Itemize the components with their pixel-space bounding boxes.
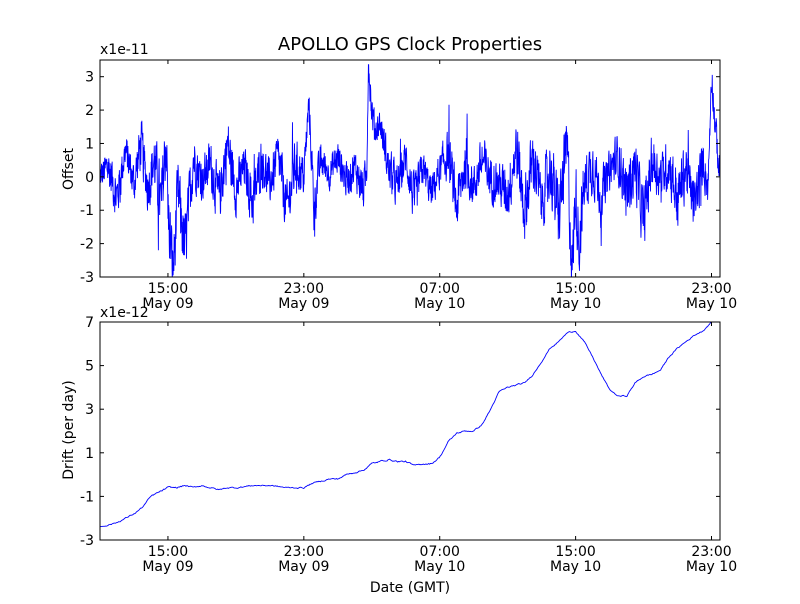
bottom-x-tick-date-label: May 10 bbox=[550, 559, 601, 575]
bottom-series-line bbox=[100, 322, 714, 528]
top-x-tick-date-label: May 09 bbox=[278, 296, 329, 312]
top-x-tick-time-label: 15:00 bbox=[555, 281, 595, 297]
bottom-x-tick-time-label: 15:00 bbox=[148, 544, 188, 560]
bottom-plot-frame bbox=[99, 321, 721, 541]
bottom-x-tick-time-label: 23:00 bbox=[691, 544, 731, 560]
top-plot-frame bbox=[99, 59, 721, 278]
top-scale-label: x1e-11 bbox=[100, 42, 149, 58]
top-y-tick-label: -2 bbox=[80, 237, 94, 253]
top-y-tick-label: -3 bbox=[80, 270, 94, 286]
bottom-x-tick-date-label: May 09 bbox=[142, 559, 193, 575]
bottom-y-axis-label: Drift (per day) bbox=[61, 380, 77, 479]
top-y-tick-label: -1 bbox=[80, 203, 94, 219]
top-x-tick-date-label: May 10 bbox=[550, 296, 601, 312]
top-x-tick-date-label: May 10 bbox=[414, 296, 465, 312]
bottom-x-tick-time-label: 15:00 bbox=[555, 544, 595, 560]
top-y-tick-label: 1 bbox=[85, 136, 94, 152]
bottom-x-tick-date-label: May 09 bbox=[278, 559, 329, 575]
top-y-tick-label: 0 bbox=[85, 170, 94, 186]
bottom-y-tick-label: -1 bbox=[80, 489, 94, 505]
top-x-tick-date-label: May 09 bbox=[142, 296, 193, 312]
bottom-y-tick-label: 7 bbox=[85, 315, 94, 331]
bottom-x-tick-time-label: 23:00 bbox=[284, 544, 324, 560]
top-x-tick-time-label: 23:00 bbox=[691, 281, 731, 297]
bottom-x-tick-time-label: 07:00 bbox=[420, 544, 460, 560]
top-x-tick-time-label: 23:00 bbox=[284, 281, 324, 297]
top-x-tick-time-label: 07:00 bbox=[420, 281, 460, 297]
bottom-x-tick-date-label: May 10 bbox=[414, 559, 465, 575]
bottom-x-axis-label: Date (GMT) bbox=[370, 580, 450, 596]
top-y-tick-label: 2 bbox=[85, 103, 94, 119]
top-x-tick-date-label: May 10 bbox=[686, 296, 737, 312]
top-y-axis-label: Offset bbox=[61, 147, 77, 190]
chart-title: APOLLO GPS Clock Properties bbox=[278, 34, 542, 55]
bottom-scale-label: x1e-12 bbox=[100, 305, 149, 321]
bottom-x-tick-date-label: May 10 bbox=[686, 559, 737, 575]
bottom-y-tick-label: 3 bbox=[85, 402, 94, 418]
top-series-line bbox=[100, 64, 720, 277]
top-x-tick-time-label: 15:00 bbox=[148, 281, 188, 297]
bottom-y-tick-label: -3 bbox=[80, 533, 94, 549]
bottom-y-tick-label: 1 bbox=[85, 446, 94, 462]
bottom-y-tick-label: 5 bbox=[85, 359, 94, 375]
top-y-tick-label: 3 bbox=[85, 70, 94, 86]
